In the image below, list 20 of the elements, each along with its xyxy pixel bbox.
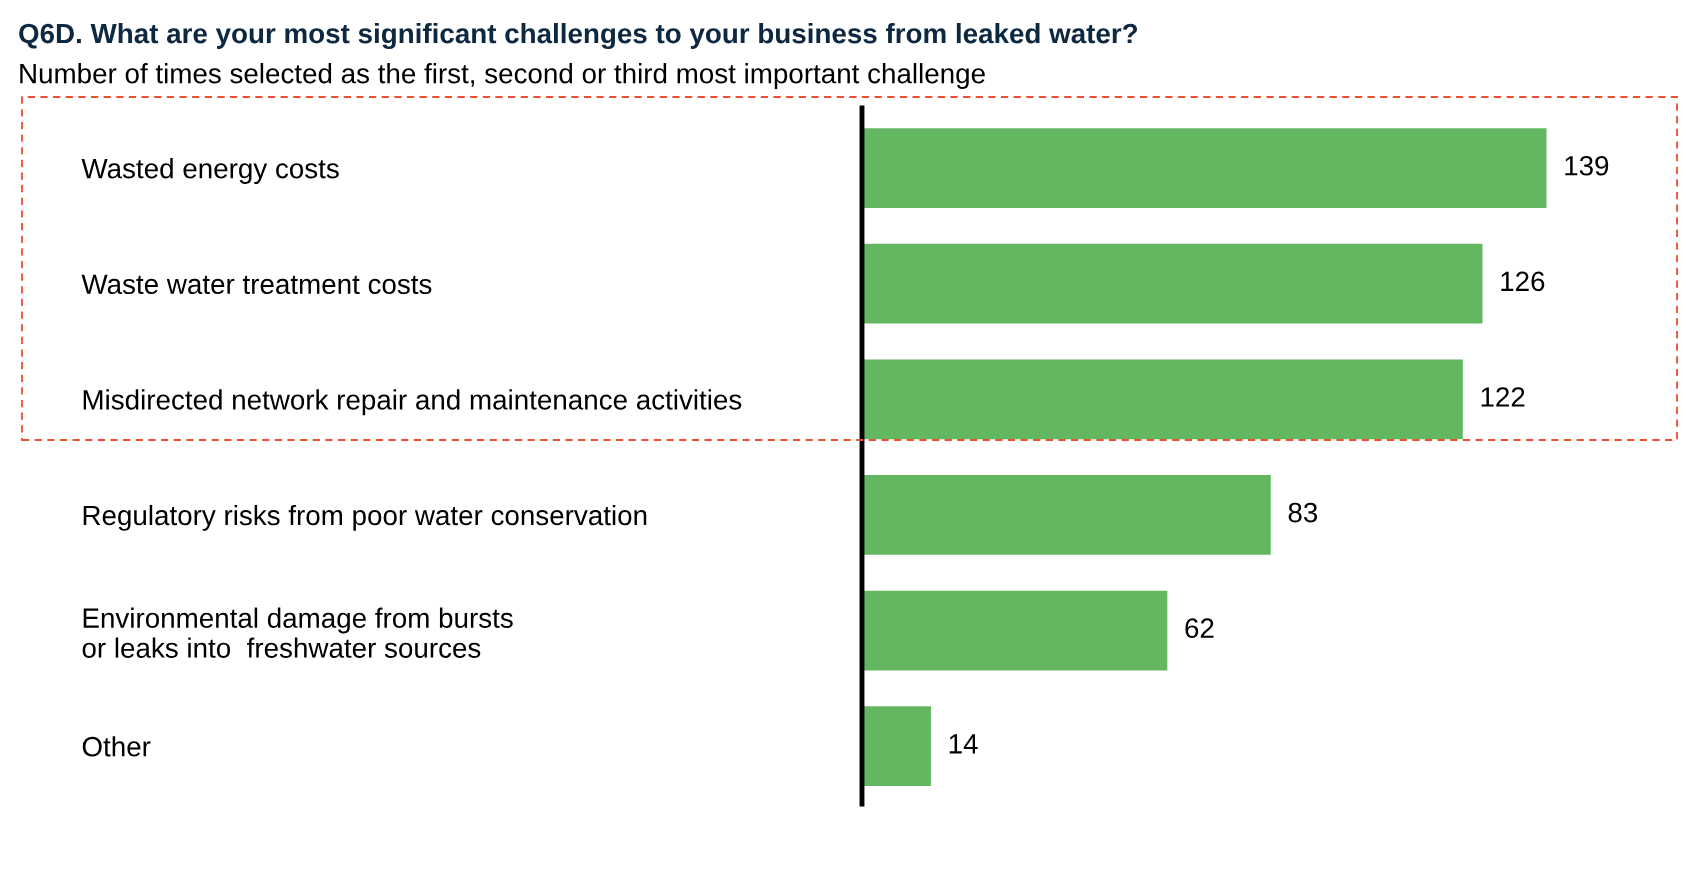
y-tick-label: Wasted energy costs	[81, 158, 339, 184]
text: Number of times selected as the first, second or third most important challenge	[20, 63, 985, 89]
data-label: 139	[1565, 155, 1609, 176]
bar	[862, 243, 1483, 324]
y-tick-label: Regulatory risks from poor water conservation	[83, 504, 647, 531]
bar	[862, 359, 1463, 440]
y-tick-label: Misdirected network repair and maintenance activities	[83, 389, 742, 416]
data-label: 14	[949, 734, 978, 754]
bar	[862, 128, 1547, 209]
y-tick-label: Waste water treatment costs	[81, 274, 432, 295]
text: Q6D. What are your most significant challenges to your business from leaked water?	[19, 22, 1138, 50]
data-label: 62	[1185, 618, 1214, 639]
y-tick-label: Other	[82, 736, 151, 757]
bar	[862, 706, 931, 787]
data-label: 83	[1288, 502, 1318, 523]
bar	[862, 475, 1271, 555]
y-tick-label: Environmental damage from bursts or leaks into freshwater sources	[82, 607, 513, 658]
bar	[862, 590, 1168, 671]
data-label: 122	[1481, 387, 1525, 407]
data-label: 126	[1501, 271, 1545, 292]
